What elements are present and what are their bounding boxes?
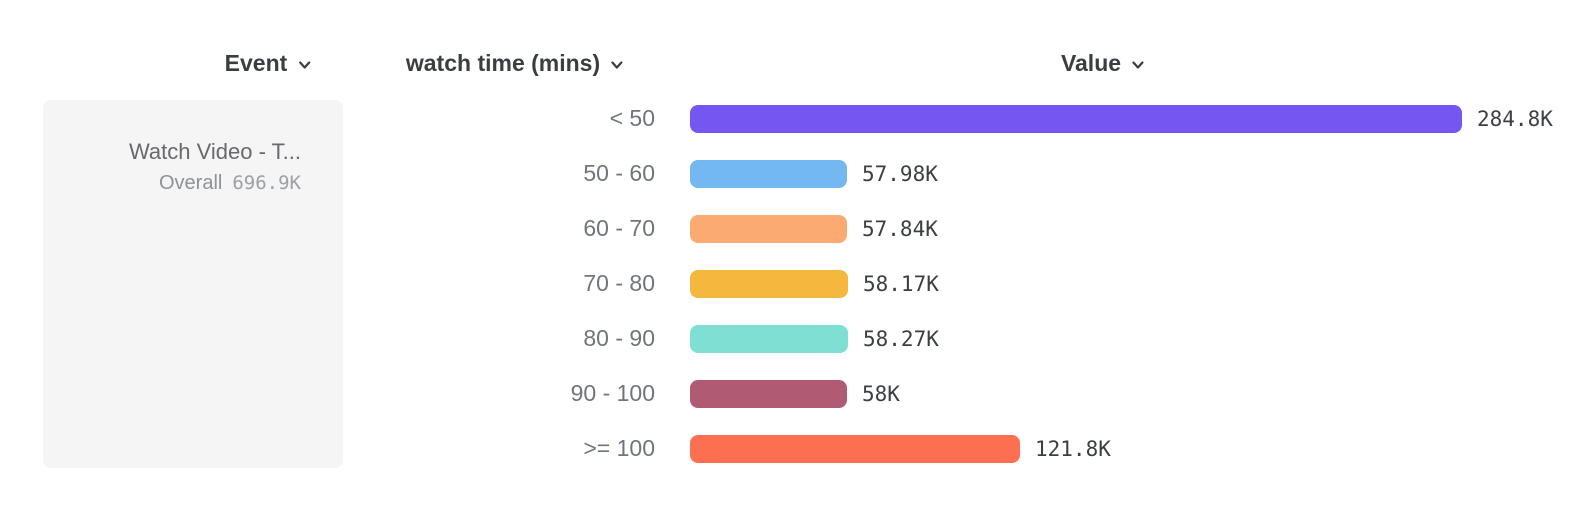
value-label: 121.8K	[1035, 436, 1111, 461]
bar-segment[interactable]	[690, 434, 1020, 463]
value-label: 58K	[862, 381, 900, 406]
bar-area: 58.27K	[690, 324, 939, 353]
chart-row: 70 - 80 58.17K	[0, 256, 1592, 311]
chart-row: 90 - 100 58K	[0, 366, 1592, 421]
value-column-label: Value	[1060, 50, 1122, 76]
value-label: 284.8K	[1477, 106, 1553, 131]
category-label: 70 - 80	[583, 270, 655, 296]
value-label: 58.17K	[863, 271, 939, 296]
event-card[interactable]: Watch Video - T... Overall 696.9K	[43, 100, 343, 468]
chevron-down-icon	[610, 58, 624, 72]
overall-value: 696.9K	[232, 172, 301, 194]
breakdown-column-header[interactable]: watch time (mins)	[406, 50, 624, 77]
category-label: 90 - 100	[570, 380, 655, 406]
chart-row: < 50 284.8K	[0, 91, 1592, 146]
event-column-label: Event	[224, 50, 288, 76]
bar-segment[interactable]	[690, 104, 1462, 133]
chevron-down-icon	[297, 58, 311, 72]
bar-segment[interactable]	[690, 269, 848, 298]
bar-area: 58K	[690, 379, 900, 408]
bar-segment[interactable]	[690, 379, 847, 408]
bar-area: 57.98K	[690, 159, 938, 188]
bar-segment[interactable]	[690, 214, 847, 243]
category-label: 60 - 70	[583, 215, 655, 241]
chart-row: 50 - 60 57.98K	[0, 146, 1592, 201]
category-label: < 50	[609, 105, 655, 131]
event-overall: Overall 696.9K	[63, 172, 301, 195]
value-label: 57.84K	[862, 216, 938, 241]
bar-segment[interactable]	[690, 159, 847, 188]
category-label: 50 - 60	[583, 160, 655, 186]
category-label: >= 100	[583, 435, 655, 461]
breakdown-column-label: watch time (mins)	[405, 50, 601, 76]
value-column-header[interactable]: Value	[1061, 50, 1145, 77]
bar-area: 284.8K	[690, 104, 1553, 133]
category-label: 80 - 90	[583, 325, 655, 351]
event-column-header[interactable]: Event	[225, 50, 312, 77]
event-name: Watch Video - T...	[128, 139, 301, 164]
chart-row: 80 - 90 58.27K	[0, 311, 1592, 366]
bar-chart: < 50 284.8K 50 - 60 57.98K 60 - 70 57.84…	[0, 91, 1592, 476]
value-label: 58.27K	[863, 326, 939, 351]
bar-area: 57.84K	[690, 214, 938, 243]
overall-label: Overall	[159, 172, 223, 194]
bar-area: 58.17K	[690, 269, 939, 298]
bar-area: 121.8K	[690, 434, 1111, 463]
chevron-down-icon	[1131, 58, 1145, 72]
chart-row: 60 - 70 57.84K	[0, 201, 1592, 256]
value-label: 57.98K	[862, 161, 938, 186]
chart-row: >= 100 121.8K	[0, 421, 1592, 476]
bar-segment[interactable]	[690, 324, 848, 353]
